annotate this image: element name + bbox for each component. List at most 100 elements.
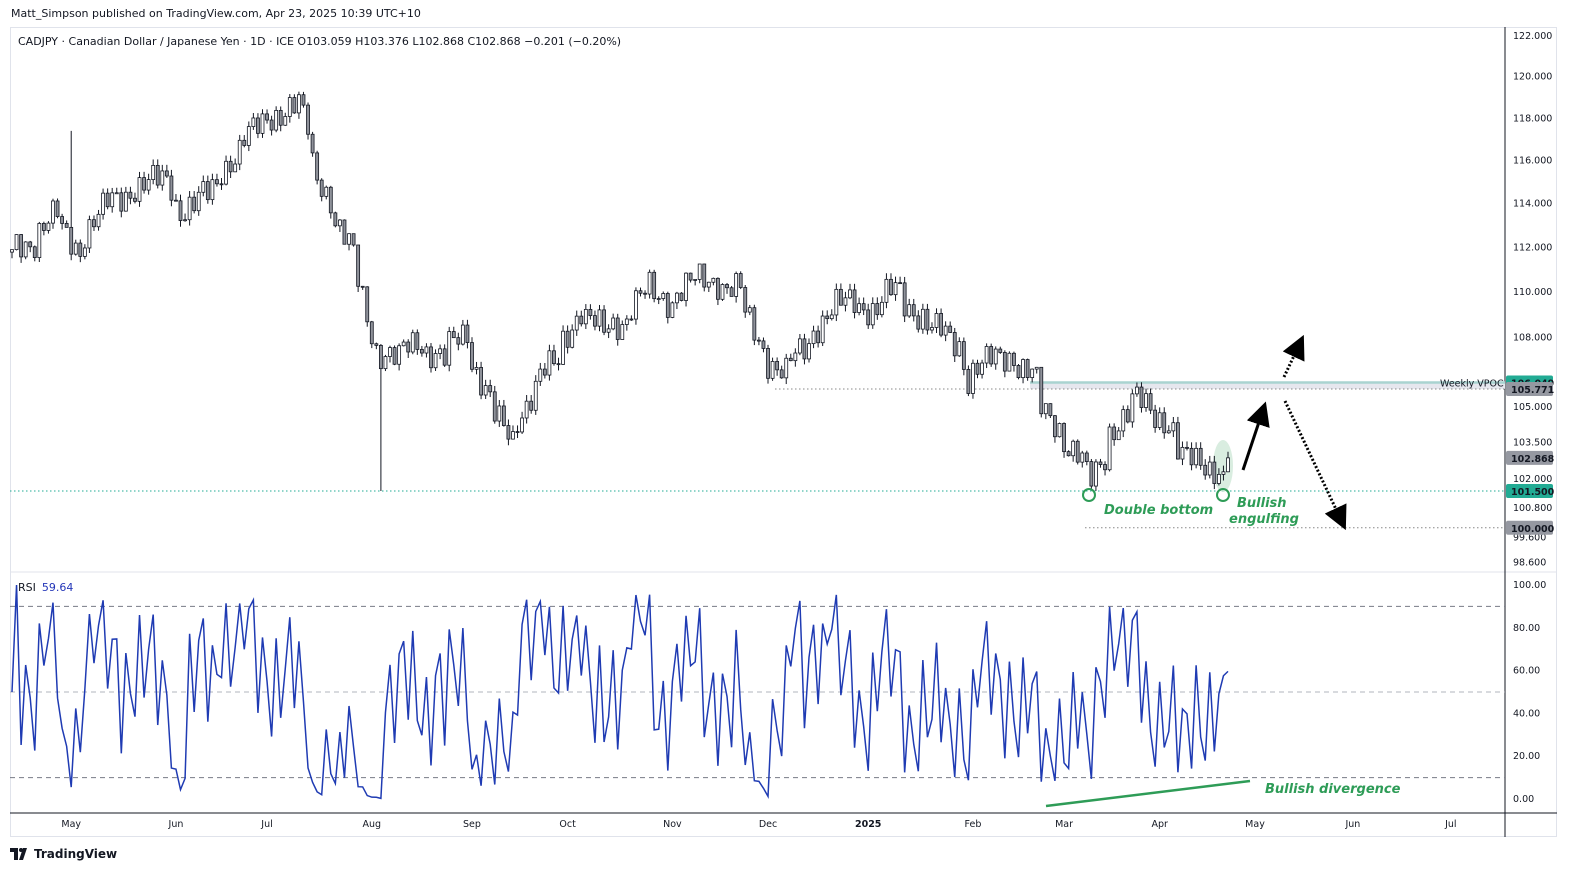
candle-body [529, 400, 534, 411]
candle [524, 395, 529, 424]
candle [465, 319, 470, 349]
price-tag-label: 102.868 [1511, 454, 1555, 465]
candle [1166, 425, 1171, 434]
candle-body [392, 347, 397, 365]
rsi-tick-label: 0.00 [1513, 794, 1534, 805]
price-tick-label: 102.000 [1513, 474, 1552, 485]
rsi-tick-label: 80.00 [1513, 623, 1540, 634]
candle-body [816, 330, 821, 344]
candle-body [574, 315, 579, 331]
candle-body [69, 226, 74, 255]
candle-body [634, 290, 638, 320]
candle [1194, 442, 1199, 469]
candle [852, 283, 857, 319]
candle-body [766, 348, 770, 379]
candle [492, 385, 497, 424]
candle-body [433, 353, 438, 369]
candle-body [224, 160, 228, 185]
candle-body [875, 303, 880, 316]
candle [1153, 404, 1158, 433]
candle [875, 297, 880, 320]
bullish-divergence-label: Bullish divergence [1265, 782, 1401, 797]
candle [916, 310, 921, 333]
candle-body [1062, 423, 1066, 453]
candle [747, 304, 752, 316]
candle [55, 198, 60, 219]
candle-body [1121, 409, 1126, 432]
candle [251, 112, 256, 130]
time-tick-label: May [1245, 819, 1265, 830]
candle-body [993, 348, 998, 365]
candle [1089, 458, 1094, 491]
candle-body [583, 308, 588, 325]
candle-body [779, 369, 784, 379]
candle-body [397, 345, 402, 365]
candle [178, 194, 183, 227]
candle [506, 419, 511, 446]
candle [96, 209, 101, 231]
candle [424, 343, 429, 358]
candle [602, 305, 606, 336]
candle-body [861, 303, 866, 311]
candle-body [902, 282, 907, 317]
tradingview-logo[interactable]: TradingView [10, 847, 117, 861]
candle-body [447, 331, 452, 366]
candle-body [1048, 403, 1053, 417]
candle-body [347, 233, 351, 245]
candle [738, 271, 743, 290]
candle-body [1226, 457, 1230, 473]
candle-body [306, 104, 310, 135]
candle-body [101, 192, 105, 215]
candle [1144, 388, 1148, 412]
price-tick-label: 114.000 [1513, 199, 1552, 210]
candle-body [438, 348, 443, 354]
candle-body [1203, 464, 1208, 476]
candle-body [237, 139, 242, 165]
candle [634, 287, 638, 325]
candle [788, 353, 793, 362]
candle-body [661, 293, 666, 299]
candle [811, 325, 816, 349]
candle [474, 361, 479, 375]
price-tick-label: 105.000 [1513, 402, 1552, 413]
candle-body [920, 308, 925, 330]
candle [101, 188, 105, 220]
candle-body [1103, 464, 1107, 471]
candle-body [743, 287, 748, 313]
candle [757, 336, 761, 346]
candle-body [579, 315, 584, 325]
candle [1148, 388, 1153, 415]
candle-body [1176, 422, 1180, 460]
vpoc-zone [1030, 382, 1505, 389]
candle [1084, 450, 1089, 466]
publisher-line: Matt_Simpson published on TradingView.co… [11, 7, 421, 20]
candle [69, 130, 74, 261]
candle-body [898, 282, 902, 285]
candle-body [870, 303, 875, 326]
candle [401, 339, 406, 347]
candle-body [201, 181, 206, 193]
candle-body [196, 191, 201, 212]
candle-body [460, 324, 465, 345]
candle-body [1189, 447, 1194, 466]
candle [948, 321, 953, 333]
candle-body [342, 219, 347, 245]
candle-body [957, 341, 962, 357]
candle [793, 348, 798, 367]
candle-body [1144, 393, 1148, 408]
candle-body [857, 303, 862, 313]
candle-body [1043, 403, 1048, 415]
candle [898, 276, 902, 285]
candle [743, 285, 748, 318]
candle [1116, 427, 1121, 441]
candle-body [1125, 409, 1130, 423]
up-arrow [1241, 401, 1270, 471]
candle [32, 245, 37, 262]
candle [879, 296, 884, 318]
candle [297, 91, 301, 119]
candle [1062, 422, 1066, 458]
candle [501, 399, 506, 427]
candle [324, 185, 329, 200]
candle [169, 169, 174, 207]
